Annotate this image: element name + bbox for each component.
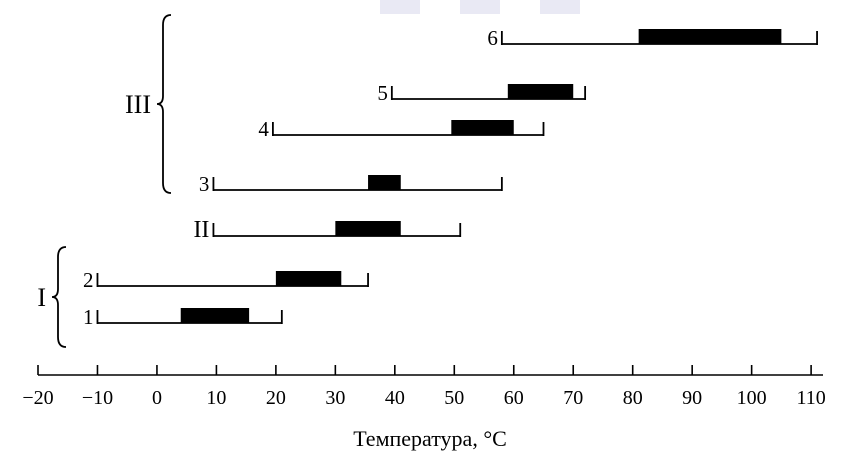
optimum-bar	[507, 84, 574, 99]
group-label: III	[125, 90, 151, 119]
range-bars: 1 2 II 3 4 5 6	[83, 26, 818, 329]
x-tick-label: −20	[22, 387, 53, 409]
x-tick-label: −10	[82, 387, 113, 409]
x-tick-label: 90	[682, 387, 702, 409]
range-label: 1	[83, 305, 94, 329]
range-label: 5	[377, 81, 388, 105]
x-tick-label: 80	[623, 387, 643, 409]
group-label: I	[37, 283, 46, 312]
x-tick-label: 30	[325, 387, 345, 409]
range-label: 6	[487, 26, 498, 50]
watermark-block	[460, 0, 500, 14]
optimum-bar	[368, 175, 401, 190]
group-brace	[51, 246, 67, 348]
watermark-block	[380, 0, 420, 14]
x-tick-label: 70	[563, 387, 583, 409]
x-tick-label: 0	[152, 387, 162, 409]
range-label: 2	[83, 268, 94, 292]
x-tick-label: 100	[737, 387, 767, 409]
optimum-bar	[275, 271, 342, 286]
watermark-block	[540, 0, 580, 14]
x-tick-label: 60	[504, 387, 524, 409]
group-brace	[156, 14, 172, 194]
range-label: 4	[258, 117, 269, 141]
x-axis: −20 −10 0 10 20 30 40 50 60 70 80 90 100 110	[22, 365, 826, 409]
optimum-bar	[335, 221, 401, 236]
optimum-bar	[451, 120, 514, 135]
x-tick-label: 20	[266, 387, 286, 409]
optimum-bar	[638, 29, 782, 44]
x-axis-label: Температура, °C	[353, 426, 507, 451]
x-tick-label: 50	[444, 387, 464, 409]
x-tick-label: 40	[385, 387, 405, 409]
x-tick-label: 110	[796, 387, 825, 409]
range-label: II	[193, 217, 209, 243]
x-tick-label: 10	[206, 387, 226, 409]
range-label: 3	[199, 172, 210, 196]
optimum-bar	[180, 308, 250, 323]
